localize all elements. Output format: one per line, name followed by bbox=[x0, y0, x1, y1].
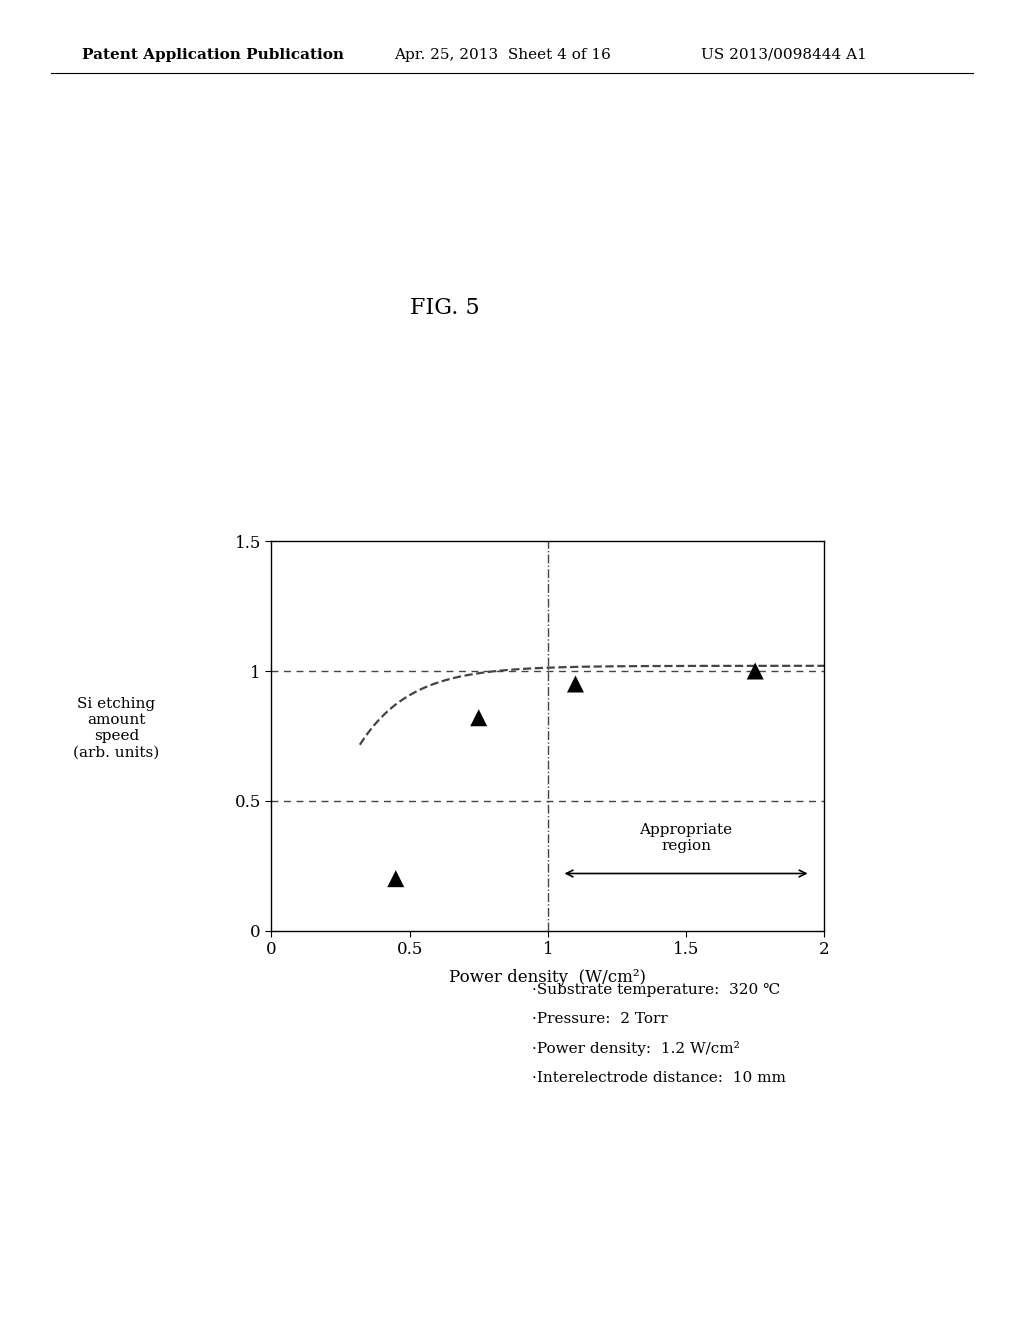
Text: US 2013/0098444 A1: US 2013/0098444 A1 bbox=[701, 48, 867, 62]
Text: ·Power density:  1.2 W/cm²: ·Power density: 1.2 W/cm² bbox=[532, 1041, 740, 1056]
Text: ·Substrate temperature:  320 ℃: ·Substrate temperature: 320 ℃ bbox=[532, 983, 780, 998]
Text: ·Interelectrode distance:  10 mm: ·Interelectrode distance: 10 mm bbox=[532, 1071, 786, 1085]
Point bbox=[748, 660, 764, 681]
Text: Appropriate
region: Appropriate region bbox=[640, 822, 732, 853]
Y-axis label: Si etching
amount
speed
(arb. units): Si etching amount speed (arb. units) bbox=[74, 697, 160, 759]
Text: FIG. 5: FIG. 5 bbox=[410, 297, 479, 319]
Text: Apr. 25, 2013  Sheet 4 of 16: Apr. 25, 2013 Sheet 4 of 16 bbox=[394, 48, 611, 62]
X-axis label: Power density  (W/cm²): Power density (W/cm²) bbox=[450, 969, 646, 986]
Text: Patent Application Publication: Patent Application Publication bbox=[82, 48, 344, 62]
Text: ·Pressure:  2 Torr: ·Pressure: 2 Torr bbox=[532, 1012, 669, 1027]
Point bbox=[567, 673, 584, 694]
Point bbox=[471, 708, 487, 729]
Point bbox=[387, 869, 403, 890]
